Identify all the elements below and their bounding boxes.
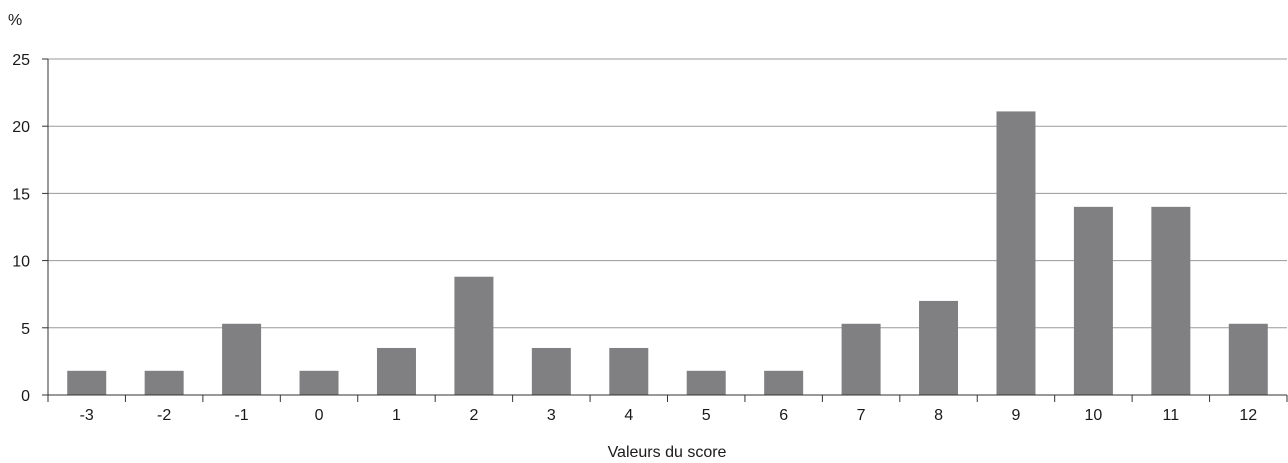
x-tick-label: 10	[1085, 407, 1103, 424]
y-tick-label: 5	[21, 321, 30, 338]
y-tick-label: 25	[12, 52, 30, 69]
x-tick-label: 9	[1012, 407, 1021, 424]
bar-8	[919, 300, 959, 395]
x-tick-labels: -3 -2 -1 0 1 2 3 4 5 6 7 8 9 10 11 12	[80, 407, 1258, 424]
x-tick-label: 12	[1239, 407, 1257, 424]
y-tick-label: 0	[21, 388, 30, 405]
y-tick-labels: 0 5 10 15 20 25	[12, 52, 30, 405]
x-tick-label: 5	[702, 407, 711, 424]
bar-0	[299, 370, 339, 395]
bars	[67, 111, 1268, 395]
x-axis-title: Valeurs du score	[608, 444, 727, 461]
bar-3	[531, 347, 571, 395]
x-tick-label: 1	[392, 407, 401, 424]
x-tick-label: 3	[547, 407, 556, 424]
x-tick-label: 4	[624, 407, 633, 424]
x-tick-label: 0	[315, 407, 324, 424]
bar-4	[609, 347, 649, 395]
bar--2	[144, 370, 184, 395]
x-tick-label: -2	[157, 407, 171, 424]
x-tick-label: 11	[1163, 407, 1180, 424]
x-tick-label: 7	[857, 407, 866, 424]
x-tick-label: 6	[779, 407, 788, 424]
bar-2	[454, 276, 494, 395]
bar-7	[841, 323, 881, 395]
y-tick-label: 20	[12, 119, 30, 136]
bar--3	[67, 370, 107, 395]
x-tick-label: 2	[469, 407, 478, 424]
bar-11	[1151, 206, 1191, 395]
x-tick-label: -1	[234, 407, 248, 424]
bar-12	[1228, 323, 1268, 395]
bar-9	[996, 111, 1036, 395]
bar-1	[376, 347, 416, 395]
y-axis-unit-label: %	[8, 12, 22, 29]
x-tick-label: 8	[934, 407, 943, 424]
y-tick-label: 10	[12, 254, 30, 271]
bar-5	[686, 370, 726, 395]
y-tick-label: 15	[12, 186, 30, 203]
bar--1	[222, 323, 262, 395]
x-tick-label: -3	[80, 407, 94, 424]
bar-10	[1073, 206, 1113, 395]
axes	[42, 58, 1288, 402]
bar-6	[764, 370, 804, 395]
